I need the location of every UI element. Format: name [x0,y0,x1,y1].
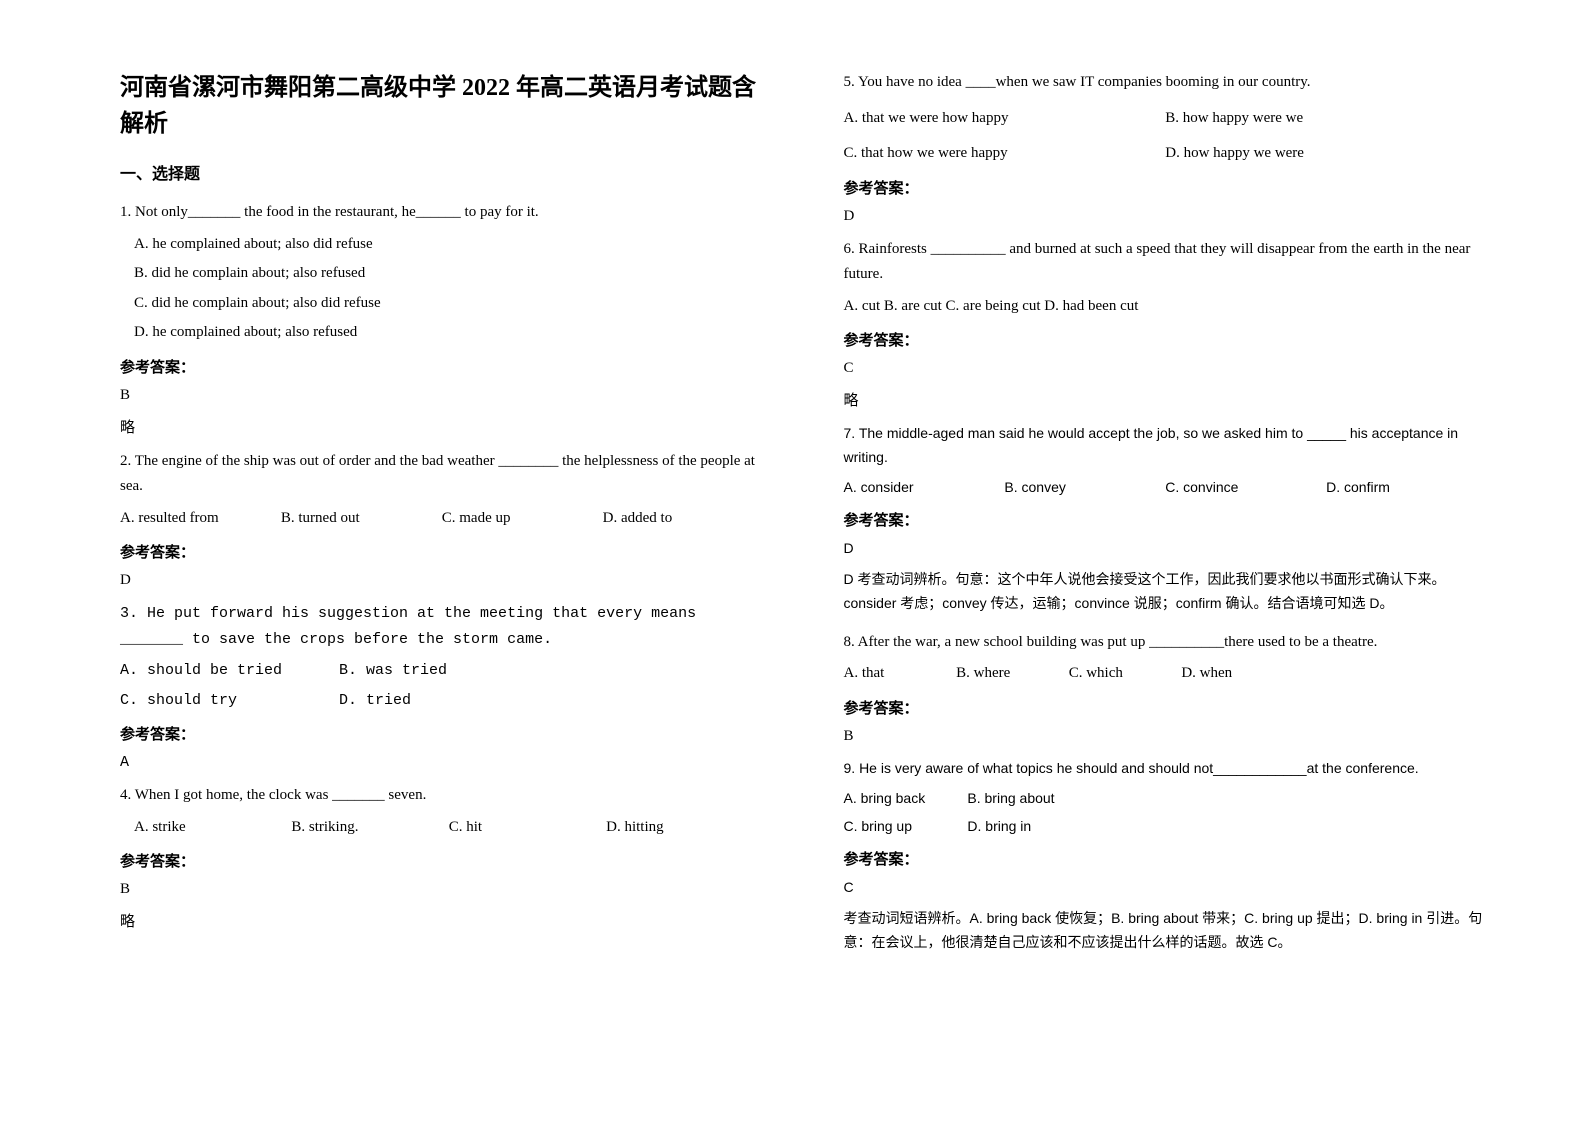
option-a: A. that we were how happy [844,106,1166,132]
option-b: B. how happy were we [1165,106,1487,132]
explanation: 考查动词短语辨析。A. bring back 使恢复；B. bring abou… [844,907,1488,955]
answer: C [844,360,1488,377]
option-c: C. should try [120,688,330,714]
question-stem: 9. He is very aware of what topics he sh… [844,757,1488,781]
option-a: A. bring back [844,787,964,811]
option-b: B. where [956,661,1069,687]
answer: D [120,572,764,589]
option-c: C. convince [1165,476,1326,500]
question-stem: 4. When I got home, the clock was ______… [120,783,764,809]
answer-label: 参考答案： [120,723,764,744]
answer: C [844,879,1488,895]
option-d: D. hitting [606,815,763,841]
question-stem: 1. Not only_______ the food in the resta… [120,200,764,226]
option-row: A. should be tried B. was tried [120,658,764,684]
option-b: B. did he complain about; also refused [120,261,764,287]
right-column: 5. You have no idea ____when we saw IT c… [804,70,1508,1082]
answer-label: 参考答案： [844,848,1488,869]
answer-note: 略 [120,910,764,931]
option-row: A. that B. where C. which D. when [844,661,1294,687]
option-a: A. resulted from [120,506,281,532]
option-row: A. that we were how happy B. how happy w… [844,106,1488,132]
option-row: C. bring up D. bring in [844,815,1488,839]
option-row: C. should try D. tried [120,688,764,714]
option-row: A. strike B. striking. C. hit D. hitting [120,815,764,841]
answer-label: 参考答案： [844,329,1488,350]
answer: B [120,387,764,404]
option-a: A. strike [134,815,291,841]
left-column: 河南省漯河市舞阳第二高级中学 2022 年高二英语月考试题含解析 一、选择题 1… [100,70,804,1082]
section-heading: 一、选择题 [120,160,764,184]
page: 河南省漯河市舞阳第二高级中学 2022 年高二英语月考试题含解析 一、选择题 1… [0,0,1587,1122]
option-c: C. that how we were happy [844,141,1166,167]
answer: A [120,754,764,771]
answer-note: 略 [844,389,1488,410]
option-d: D. added to [603,506,764,532]
option-b: B. striking. [291,815,448,841]
option-c: C. hit [449,815,606,841]
option-row: A. cut B. are cut C. are being cut D. ha… [844,294,1488,320]
option-b: B. turned out [281,506,442,532]
option-row: C. that how we were happy D. how happy w… [844,141,1488,167]
option-b: B. was tried [339,662,447,679]
answer: D [844,208,1488,225]
answer: D [844,540,1488,556]
answer: B [120,881,764,898]
option-c: C. bring up [844,815,964,839]
question-stem: 3. He put forward his suggestion at the … [120,601,764,652]
option-d: D. tried [339,692,411,709]
question-stem: 8. After the war, a new school building … [844,630,1488,656]
answer-note: 略 [120,416,764,437]
option-c: C. which [1069,661,1182,687]
option-d: D. when [1181,661,1294,687]
option-row: A. bring back B. bring about [844,787,1488,811]
option-b: B. bring about [967,790,1054,806]
answer: B [844,728,1488,745]
answer-label: 参考答案： [120,850,764,871]
option-a: A. he complained about; also did refuse [120,232,764,258]
document-title: 河南省漯河市舞阳第二高级中学 2022 年高二英语月考试题含解析 [120,70,764,142]
question-stem: 7. The middle-aged man said he would acc… [844,422,1488,470]
explanation: D 考查动词辨析。句意：这个中年人说他会接受这个工作，因此我们要求他以书面形式确… [844,568,1488,616]
answer-label: 参考答案： [844,697,1488,718]
option-d: D. he complained about; also refused [120,320,764,346]
option-row: A. resulted from B. turned out C. made u… [120,506,764,532]
answer-label: 参考答案： [120,356,764,377]
question-stem: 5. You have no idea ____when we saw IT c… [844,70,1488,96]
question-stem: 2. The engine of the ship was out of ord… [120,449,764,500]
option-c: C. did he complain about; also did refus… [120,291,764,317]
option-d: D. bring in [967,818,1031,834]
answer-label: 参考答案： [120,541,764,562]
option-d: D. confirm [1326,476,1487,500]
option-row: A. consider B. convey C. convince D. con… [844,476,1488,500]
option-a: A. consider [844,476,1005,500]
option-b: B. convey [1004,476,1165,500]
option-a: A. that [844,661,957,687]
option-c: C. made up [442,506,603,532]
option-d: D. how happy we were [1165,141,1487,167]
question-stem: 6. Rainforests __________ and burned at … [844,237,1488,288]
option-a: A. should be tried [120,658,330,684]
answer-label: 参考答案： [844,177,1488,198]
answer-label: 参考答案： [844,509,1488,530]
